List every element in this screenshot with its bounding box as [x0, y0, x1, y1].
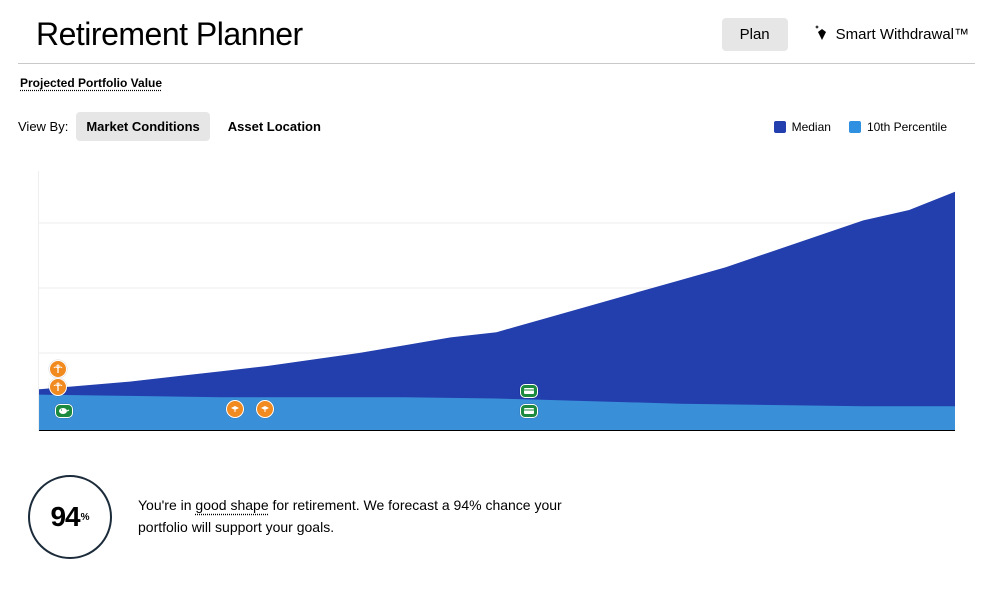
- score-value-wrap: 94%: [50, 503, 89, 531]
- event-marker-piggy-icon[interactable]: [55, 404, 73, 418]
- controls-row: View By: Market Conditions Asset Locatio…: [18, 112, 975, 141]
- page-title: Retirement Planner: [36, 16, 303, 53]
- legend-swatch-median: [774, 121, 786, 133]
- legend-p10: 10th Percentile: [849, 120, 947, 134]
- view-by-group: View By: Market Conditions Asset Locatio…: [18, 112, 331, 141]
- view-by-asset-location[interactable]: Asset Location: [218, 112, 331, 141]
- header-divider: [18, 63, 975, 64]
- summary-text: You're in good shape for retirement. We …: [138, 495, 578, 538]
- retirement-planner-page: Retirement Planner Plan Smart Withdrawal…: [0, 0, 993, 559]
- view-by-market-conditions[interactable]: Market Conditions: [76, 112, 209, 141]
- event-marker-card-icon[interactable]: [520, 384, 538, 398]
- chart-legend: Median 10th Percentile: [774, 120, 947, 134]
- score-percent-symbol: %: [81, 512, 90, 523]
- event-marker-card-icon[interactable]: [520, 404, 538, 418]
- legend-swatch-p10: [849, 121, 861, 133]
- smart-withdrawal-link[interactable]: Smart Withdrawal™: [814, 25, 969, 45]
- legend-median: Median: [774, 120, 831, 134]
- smart-withdrawal-label: Smart Withdrawal™: [836, 26, 969, 43]
- header-actions: Plan Smart Withdrawal™: [722, 18, 969, 51]
- plan-button[interactable]: Plan: [722, 18, 788, 51]
- summary-prefix: You're in: [138, 497, 195, 513]
- summary-row: 94% You're in good shape for retirement.…: [28, 475, 975, 559]
- page-header: Retirement Planner Plan Smart Withdrawal…: [18, 12, 975, 63]
- legend-label-median: Median: [792, 120, 831, 134]
- diamond-sparkle-icon: [814, 25, 830, 45]
- view-by-label: View By:: [18, 119, 68, 134]
- legend-label-p10: 10th Percentile: [867, 120, 947, 134]
- score-circle: 94%: [28, 475, 112, 559]
- chart-canvas: [38, 171, 955, 431]
- projection-chart: [38, 171, 955, 431]
- section-label: Projected Portfolio Value: [20, 76, 975, 90]
- summary-good-shape: good shape: [195, 497, 268, 513]
- score-number: 94: [50, 501, 79, 532]
